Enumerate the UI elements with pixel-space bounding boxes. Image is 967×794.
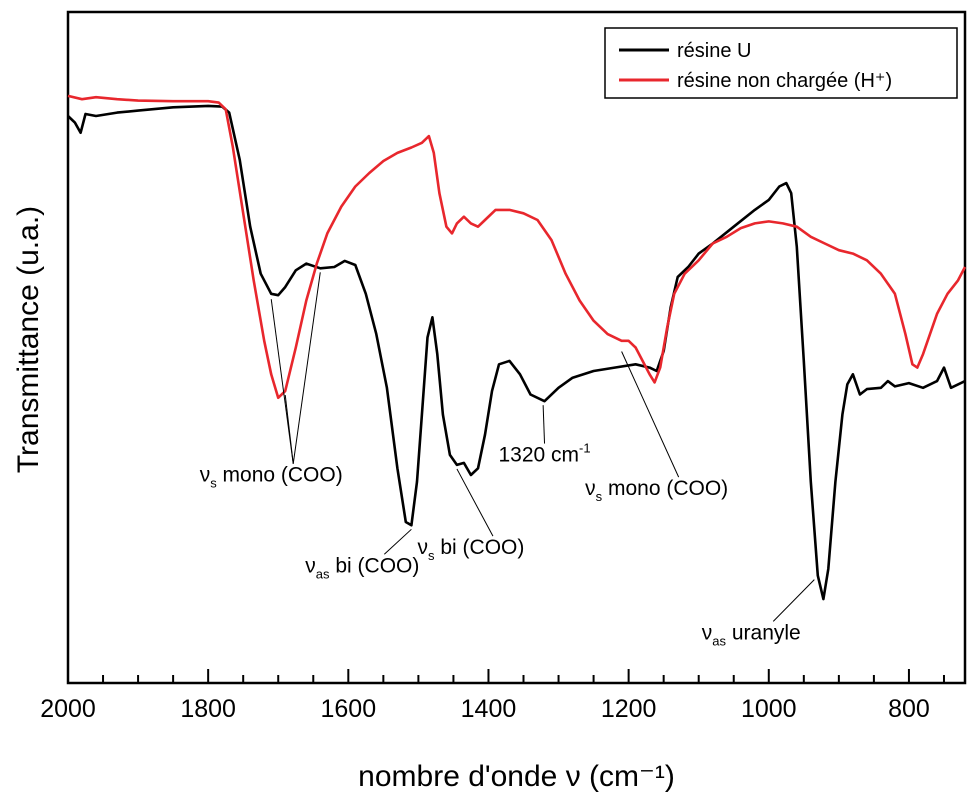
annotations-group: νs mono (COO) νas bi (COO)νs bi (COO) 1320… [200, 272, 815, 648]
x-tick-label: 1800 [180, 695, 236, 723]
legend-label-1: résine non chargée (H⁺) [677, 70, 892, 92]
annotation-label: νs bi (COO) [418, 536, 525, 563]
annotation-leader [456, 468, 494, 537]
annotation-leader [621, 351, 680, 478]
annotation-label: νs mono (COO) [585, 477, 728, 504]
legend-label-0: résine U [677, 40, 751, 62]
legend: résine U résine non chargée (H⁺) [604, 27, 958, 99]
annotation-label: 1320 cm-1 [498, 441, 590, 467]
annotation-leader [542, 405, 546, 444]
annotation-leader [292, 272, 321, 464]
annotation-label: νs mono (COO) [200, 464, 343, 491]
series-line-0 [67, 104, 966, 601]
x-tick-label: 2000 [40, 695, 96, 723]
annotation-leader [772, 579, 815, 622]
annotation-leader [284, 395, 294, 464]
y-axis-title: Transmittance (u.a.) [12, 206, 45, 473]
annotation-label: νas uranyle [702, 621, 801, 648]
plot-frame [66, 10, 967, 685]
annotation-label: νas bi (COO) [305, 554, 419, 581]
legend-box [604, 27, 958, 99]
axes: 2000 1800 1600 1400 1200 1000 800 nombre d'onde… [12, 10, 967, 793]
x-tick-label: 1000 [741, 695, 797, 723]
series-line-1 [67, 94, 967, 400]
x-tick-label: 1200 [601, 695, 657, 723]
series-group [67, 94, 967, 601]
x-axis-title: nombre d'onde ν (cm⁻¹) [358, 760, 675, 793]
x-tick-label: 800 [888, 695, 930, 723]
x-tick-label: 1600 [321, 695, 377, 723]
annotation-leader [383, 528, 412, 555]
x-tick-label: 1400 [461, 695, 517, 723]
